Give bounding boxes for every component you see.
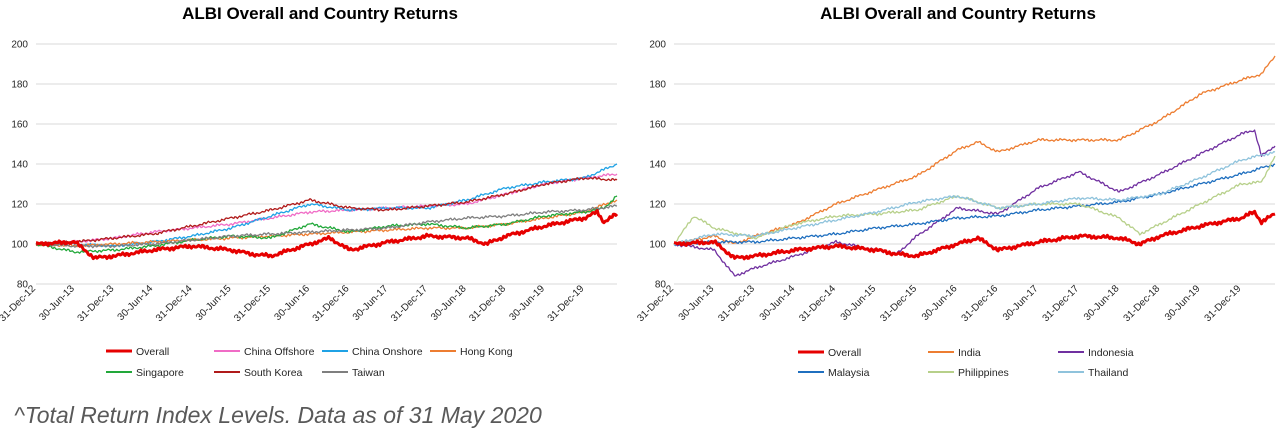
y-tick-label: 140 bbox=[649, 160, 666, 171]
x-tick-label: 30-Jun-15 bbox=[194, 283, 234, 323]
x-tick-label: 31-Dec-19 bbox=[1203, 283, 1244, 324]
x-tick-label: 30-Jun-16 bbox=[272, 283, 312, 323]
x-tick-label: 31-Dec-16 bbox=[960, 283, 1001, 324]
y-tick-label: 100 bbox=[649, 240, 666, 251]
x-tick-label: 31-Dec-16 bbox=[311, 283, 352, 324]
y-tick-label: 140 bbox=[11, 160, 28, 171]
y-tick-label: 120 bbox=[11, 200, 28, 211]
x-tick-label: 31-Dec-13 bbox=[716, 283, 757, 324]
legend-label: China Offshore bbox=[244, 346, 315, 358]
legend-label: India bbox=[958, 347, 981, 359]
x-tick-label: 30-Jun-19 bbox=[507, 283, 547, 323]
legend-label: South Korea bbox=[244, 367, 303, 379]
y-tick-label: 200 bbox=[11, 40, 28, 51]
x-tick-label: 31-Dec-15 bbox=[232, 283, 273, 324]
x-tick-label: 30-Jun-13 bbox=[677, 283, 717, 323]
legend-label: Overall bbox=[828, 347, 861, 359]
legend-label: Taiwan bbox=[352, 367, 385, 379]
x-tick-label: 31-Dec-14 bbox=[797, 283, 838, 324]
x-tick-label: 31-Dec-15 bbox=[878, 283, 919, 324]
x-tick-label: 30-Jun-18 bbox=[1082, 283, 1122, 323]
series-line bbox=[35, 209, 619, 261]
series-line bbox=[35, 204, 618, 249]
y-tick-label: 120 bbox=[649, 200, 666, 211]
legend-label: Overall bbox=[136, 346, 169, 358]
x-tick-label: 31-Dec-17 bbox=[389, 283, 430, 324]
x-tick-label: 31-Dec-18 bbox=[1122, 283, 1163, 324]
x-tick-label: 31-Dec-19 bbox=[546, 283, 587, 324]
x-tick-label: 30-Jun-13 bbox=[37, 283, 77, 323]
footnote: ^Total Return Index Levels. Data as of 3… bbox=[14, 402, 542, 428]
series-line bbox=[673, 55, 1276, 245]
x-tick-label: 30-Jun-17 bbox=[351, 283, 391, 323]
y-tick-label: 160 bbox=[11, 120, 28, 131]
y-tick-label: 180 bbox=[11, 80, 28, 91]
series-line bbox=[35, 176, 618, 246]
series-line bbox=[35, 195, 618, 254]
y-tick-label: 80 bbox=[655, 280, 667, 291]
x-tick-label: 31-Dec-18 bbox=[467, 283, 508, 324]
series-line bbox=[673, 129, 1276, 277]
x-tick-label: 30-Jun-17 bbox=[1001, 283, 1041, 323]
series-line bbox=[35, 163, 618, 248]
x-tick-label: 30-Jun-14 bbox=[758, 283, 798, 323]
legend-label: Indonesia bbox=[1088, 347, 1134, 359]
x-tick-label: 30-Jun-16 bbox=[920, 283, 960, 323]
y-tick-label: 160 bbox=[649, 120, 666, 131]
chart-title: ALBI Overall and Country Returns bbox=[820, 4, 1096, 23]
y-tick-label: 180 bbox=[649, 80, 666, 91]
y-tick-label: 200 bbox=[649, 40, 666, 51]
series-line bbox=[673, 163, 1276, 247]
x-tick-label: 30-Jun-19 bbox=[1163, 283, 1203, 323]
x-tick-label: 30-Jun-18 bbox=[429, 283, 469, 323]
legend-label: Hong Kong bbox=[460, 346, 513, 358]
legend-label: Philippines bbox=[958, 367, 1009, 379]
x-tick-label: 31-Dec-17 bbox=[1041, 283, 1082, 324]
legend-label: Singapore bbox=[136, 367, 184, 379]
y-tick-label: 100 bbox=[11, 240, 28, 251]
x-tick-label: 31-Dec-14 bbox=[154, 283, 195, 324]
chart-left: ALBI Overall and Country Returns 80 100 12… bbox=[0, 0, 640, 400]
chart-title: ALBI Overall and Country Returns bbox=[182, 4, 458, 23]
series-line bbox=[673, 209, 1276, 261]
x-tick-label: 31-Dec-13 bbox=[76, 283, 117, 324]
series-line bbox=[673, 150, 1276, 246]
chart-right: ALBI Overall and Country Returns 80 100 12… bbox=[632, 0, 1284, 400]
x-tick-label: 30-Jun-15 bbox=[839, 283, 879, 323]
legend-label: Thailand bbox=[1088, 367, 1128, 379]
y-tick-label: 80 bbox=[17, 280, 29, 291]
legend-label: China Onshore bbox=[352, 346, 423, 358]
legend-label: Malaysia bbox=[828, 367, 870, 379]
x-tick-label: 30-Jun-14 bbox=[116, 283, 156, 323]
